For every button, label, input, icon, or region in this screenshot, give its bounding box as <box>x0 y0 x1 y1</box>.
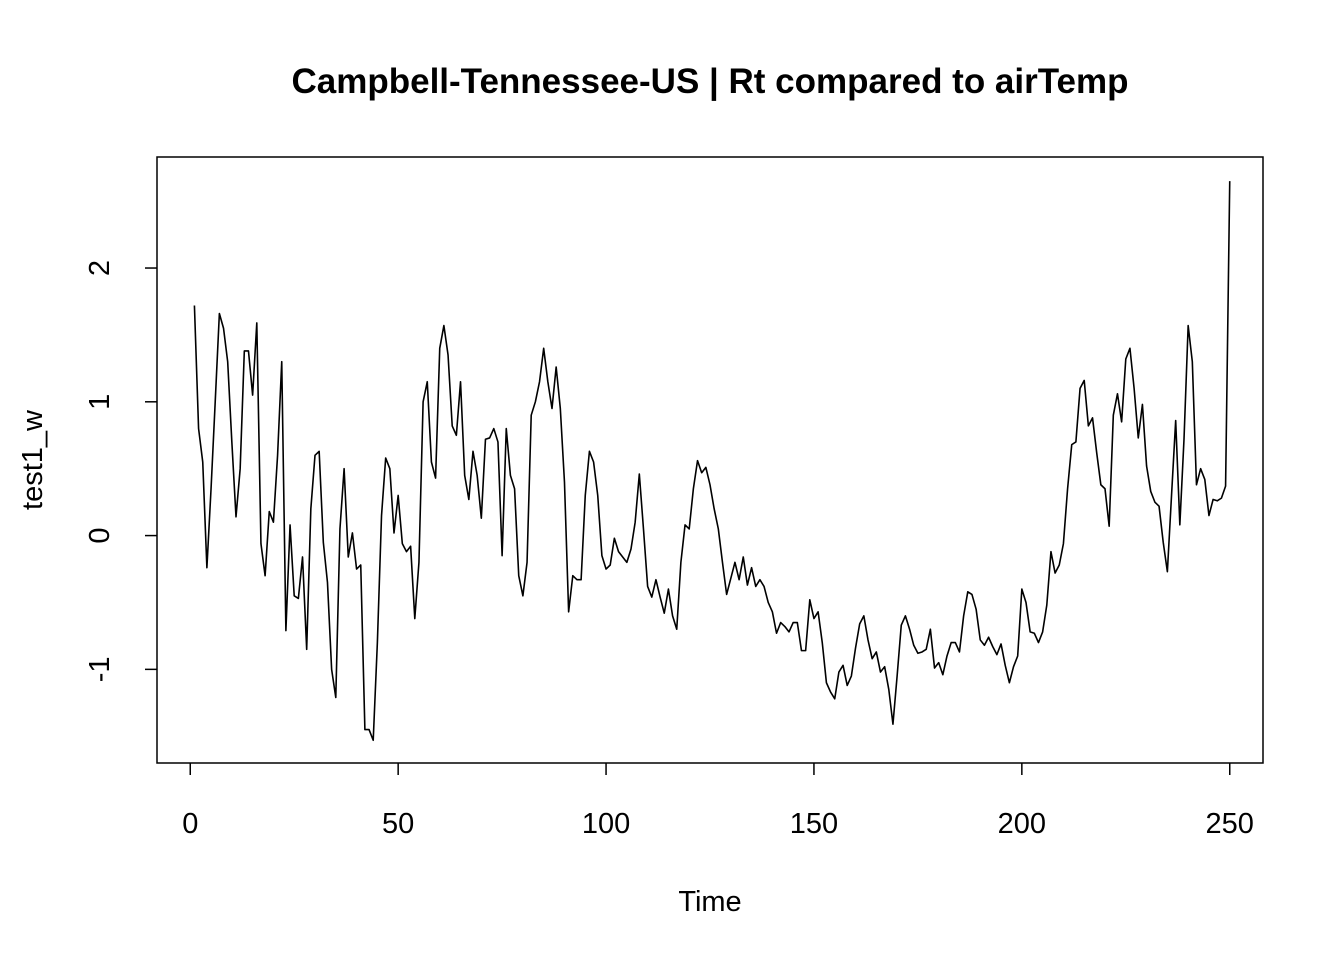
plot-frame <box>156 156 1264 764</box>
x-axis: 0 50 100 150 200 250 <box>182 763 1254 840</box>
y-tick-label: 1 <box>84 394 116 410</box>
x-axis-label: Time <box>678 886 741 918</box>
x-tick-label: 250 <box>1206 808 1254 840</box>
x-tick-label: 200 <box>998 808 1046 840</box>
y-tick-label: -1 <box>84 656 116 682</box>
y-tick-label: 0 <box>84 528 116 544</box>
x-tick-label: 0 <box>182 808 198 840</box>
y-tick-label: 2 <box>84 260 116 276</box>
x-tick-label: 50 <box>382 808 414 840</box>
chart-title: Campbell-Tennessee-US | Rt compared to a… <box>291 62 1128 101</box>
y-axis: -1 0 1 2 <box>84 260 157 682</box>
x-tick-label: 150 <box>790 808 838 840</box>
x-tick-label: 100 <box>582 808 630 840</box>
y-axis-label: test1_w <box>17 409 49 510</box>
series-line <box>193 181 1231 742</box>
